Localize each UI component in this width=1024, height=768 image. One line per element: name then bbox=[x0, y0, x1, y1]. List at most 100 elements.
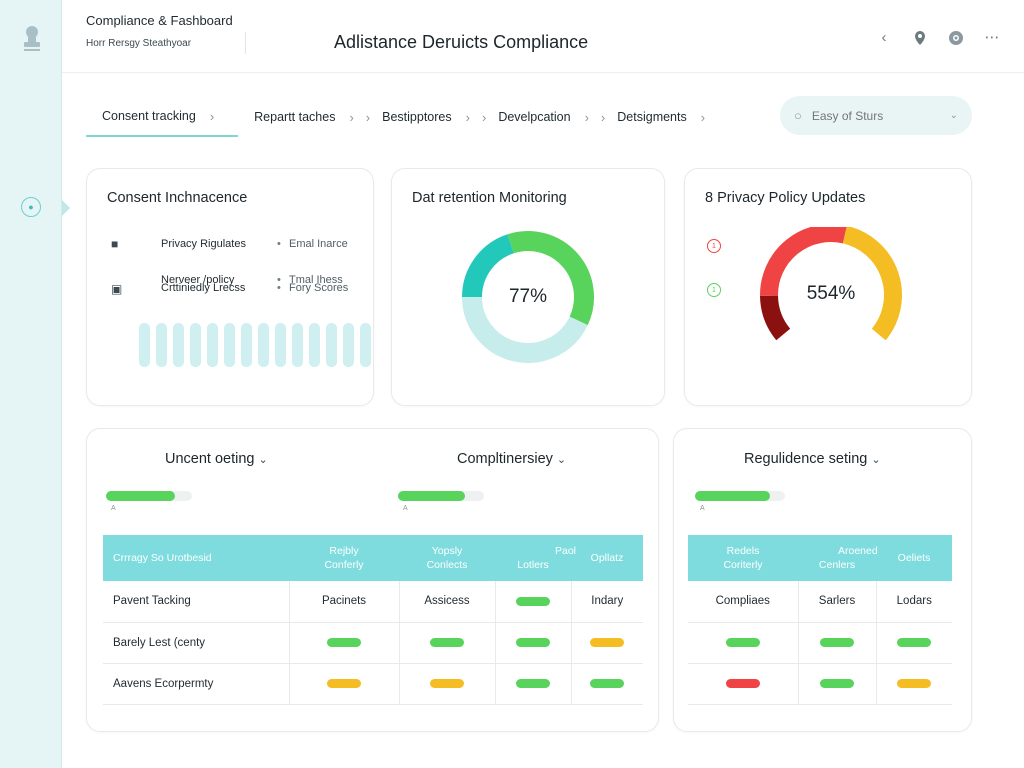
privacy-gauge-svg bbox=[760, 224, 902, 341]
search-box[interactable]: ○ ⌄ bbox=[780, 96, 972, 135]
search-input[interactable] bbox=[811, 108, 932, 123]
bullet: • bbox=[277, 274, 281, 286]
chevron-down-icon[interactable]: ⌄ bbox=[949, 110, 958, 121]
retention-value: 77% bbox=[508, 286, 548, 307]
status-pill bbox=[590, 637, 625, 647]
regulidence-title: Regulidence seting bbox=[744, 451, 868, 467]
stamp-logo-icon[interactable] bbox=[22, 25, 42, 51]
status-pill bbox=[897, 637, 932, 647]
compliance-table: Crrragy So Urotbesid Rejbly Conferly Yops… bbox=[103, 535, 643, 705]
lock-nav-icon[interactable]: ● bbox=[21, 197, 41, 217]
arc-segment-red bbox=[760, 224, 847, 297]
shield-icon: ▣ bbox=[111, 282, 123, 296]
more-icon[interactable]: ⋯ bbox=[984, 29, 1000, 46]
location-pin-icon[interactable] bbox=[912, 30, 928, 46]
table-header-row: Crrragy So Urotbesid Rejbly Conferly Yops… bbox=[103, 535, 643, 581]
retention-donut: 77% bbox=[460, 229, 596, 365]
table-row[interactable]: Pavent Tacking Pacinets Assicess Indary bbox=[103, 581, 643, 623]
table-row[interactable] bbox=[688, 663, 952, 705]
status-pill bbox=[897, 678, 932, 688]
breadcrumb-tabs: Consent tracking › Repartt taches › › Be… bbox=[86, 96, 717, 138]
table-cell: Compliaes bbox=[688, 581, 798, 623]
consent-row-value: Fory Scores bbox=[289, 282, 349, 294]
tab-label: Detsigments bbox=[617, 110, 687, 124]
table-row[interactable] bbox=[688, 622, 952, 664]
regulation-table: Redels Coriterly Aroened Cenlers Oeliets C… bbox=[688, 535, 952, 705]
row-name: Pavent Tacking bbox=[103, 581, 289, 623]
progress-bar bbox=[106, 491, 192, 501]
tab-label: Consent tracking bbox=[102, 109, 196, 123]
consent-row: ■ Privacy Rigulates • Emal Inarce bbox=[111, 237, 348, 251]
uncent-title: Uncent oeting bbox=[165, 451, 255, 467]
regulidence-panel: Regulidence seting ⌄ A Redels Coriterly Ar… bbox=[673, 428, 972, 732]
status-pill bbox=[430, 637, 464, 647]
status-pill bbox=[590, 678, 625, 688]
table-cell bbox=[494, 581, 571, 623]
left-rail: ● bbox=[0, 0, 62, 768]
stripe bbox=[360, 323, 371, 367]
tab-label: Develpcation bbox=[498, 110, 571, 124]
consent-settings-panel: Uncent oeting ⌄ Compltinersiey ⌄ A A Crrra… bbox=[86, 428, 659, 732]
table-cell bbox=[570, 663, 643, 705]
settings-icon[interactable] bbox=[948, 30, 964, 46]
arc-segment-teal bbox=[462, 234, 515, 298]
status-pill bbox=[516, 596, 550, 606]
table-row[interactable]: Aavens Ecorpermty bbox=[103, 663, 643, 705]
chevron-right-icon: › bbox=[349, 109, 354, 125]
privacy-gauge: 554% bbox=[753, 224, 909, 357]
consent-card: Consent Inchnacence ■ Privacy Rigulates … bbox=[86, 168, 374, 406]
status-pill bbox=[327, 678, 361, 688]
status-pill bbox=[327, 637, 361, 647]
tab-report-taches[interactable]: Repartt taches › bbox=[238, 97, 366, 137]
header-divider bbox=[245, 32, 246, 54]
status-pill bbox=[430, 678, 464, 688]
consent-row: ▣ Nerveer /policy • Tmal Ihess bbox=[111, 264, 343, 296]
tab-detsigments[interactable]: Detsigments › bbox=[617, 97, 717, 137]
column-header: Opllatz bbox=[571, 535, 643, 581]
chevron-right-icon: › bbox=[209, 108, 215, 124]
row-name: Barely Lest (centy bbox=[103, 622, 289, 664]
table-cell bbox=[494, 622, 571, 664]
table-cell bbox=[875, 663, 952, 705]
table-row[interactable]: Compliaes Sarlers Lodars bbox=[688, 581, 952, 623]
arc-segment-dark-red bbox=[760, 295, 791, 341]
column-header: Crrragy So Urotbesid bbox=[103, 535, 289, 581]
regulidence-dropdown[interactable]: Regulidence seting ⌄ bbox=[744, 451, 881, 467]
table-header-row: Redels Coriterly Aroened Cenlers Oeliets bbox=[688, 535, 952, 581]
table-row[interactable]: Barely Lest (centy bbox=[103, 622, 643, 664]
app-subtitle: Horr Rersgy Steathyoar bbox=[86, 38, 192, 49]
tab-bestipptores[interactable]: Bestipptores › bbox=[382, 97, 482, 137]
progress-caption: A bbox=[700, 505, 705, 512]
compl-dropdown[interactable]: Compltinersiey ⌄ bbox=[457, 451, 566, 467]
table-cell bbox=[494, 663, 571, 705]
progress-caption: A bbox=[111, 505, 116, 512]
stripe bbox=[241, 323, 252, 367]
header-actions: ‹ ⋯ bbox=[876, 30, 1000, 46]
table-cell bbox=[288, 622, 399, 664]
column-header: Paol Lotlers bbox=[495, 535, 576, 581]
stripe bbox=[275, 323, 286, 367]
table-cell bbox=[688, 622, 798, 664]
status-pill bbox=[725, 678, 760, 688]
chevron-right-icon: › bbox=[465, 109, 470, 125]
stripe bbox=[190, 323, 201, 367]
arc-segment-amber bbox=[842, 225, 902, 341]
chevron-down-icon: ⌄ bbox=[258, 454, 268, 466]
stripe bbox=[292, 323, 303, 367]
progress-fill bbox=[106, 491, 175, 501]
consent-row-value: Tmal Ihess bbox=[289, 274, 343, 286]
chevron-left-icon[interactable]: ‹ bbox=[881, 29, 887, 46]
tab-develpcation[interactable]: Develpcation › bbox=[498, 97, 601, 137]
table-cell bbox=[688, 663, 798, 705]
consent-card-title: Consent Inchnacence bbox=[107, 190, 248, 206]
status-pill bbox=[516, 678, 550, 688]
chevron-right-icon: › bbox=[600, 109, 606, 125]
tab-label: Repartt taches bbox=[254, 110, 336, 124]
consent-row-value: Emal Inarce bbox=[289, 238, 348, 250]
retention-card: Dat retention Monitoring 77% bbox=[391, 168, 665, 406]
chevron-down-icon: ⌄ bbox=[556, 454, 567, 466]
chevron-right-icon: › bbox=[481, 109, 487, 125]
tab-consent-tracking[interactable]: Consent tracking › bbox=[86, 97, 239, 137]
column-header: Yopsly Conlects bbox=[399, 535, 495, 581]
uncent-dropdown[interactable]: Uncent oeting ⌄ bbox=[165, 451, 268, 467]
